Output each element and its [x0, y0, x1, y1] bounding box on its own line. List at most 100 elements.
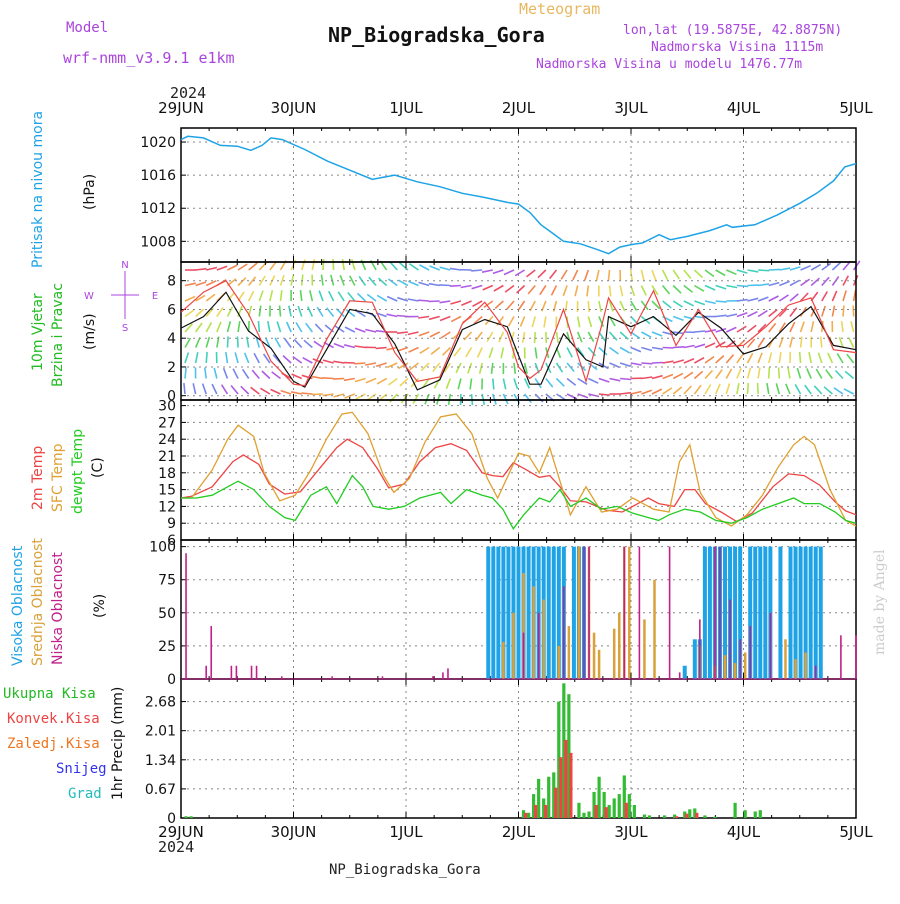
legend-frozen-precip: Zaledj.Kisa — [7, 736, 100, 752]
wind-unit-label: (m/s) — [82, 313, 98, 350]
wind-arrow — [779, 268, 790, 270]
wind-arrow — [518, 301, 524, 310]
wind-arrow — [487, 332, 493, 342]
wind-arrow — [575, 286, 578, 297]
wind-arrow — [805, 385, 811, 394]
wind-arrow — [748, 270, 759, 272]
wind-arrow — [466, 348, 472, 357]
wind-arrow — [758, 270, 769, 271]
wind-arrow — [566, 301, 568, 312]
wind-arrow — [726, 270, 736, 274]
wind-arrow — [854, 290, 856, 301]
wind-arrow — [431, 348, 440, 355]
wind-arrow — [249, 263, 258, 270]
wind-arrow — [748, 339, 755, 347]
wind-arrow — [550, 270, 557, 279]
wind-arrow — [317, 307, 323, 316]
wind-arrow — [801, 266, 811, 270]
wind-arrow — [779, 295, 788, 301]
high-cloud-bar — [758, 547, 762, 679]
wind-arrow — [641, 377, 652, 379]
dewpt-axis-label: dewpt Temp — [70, 429, 86, 514]
wind-arrow — [387, 297, 397, 302]
wind-arrow — [748, 353, 753, 363]
y-tick-label: 0.67 — [145, 782, 176, 798]
wind-arrow — [705, 270, 714, 277]
wind-arrow — [790, 267, 801, 270]
wind-arrow — [769, 296, 779, 301]
y-tick-label: 50 — [158, 606, 176, 622]
mid-cloud-bar — [744, 653, 747, 679]
wind-arrow — [684, 386, 692, 394]
wind-arrow — [409, 348, 419, 353]
y-tick-label: 75 — [158, 573, 176, 589]
conv-precip-bar — [594, 805, 597, 818]
wind-arrow — [227, 307, 232, 317]
wind-arrow — [716, 370, 722, 379]
wind-arrow — [610, 379, 621, 381]
low-cloud-axis-label: Niska Oblacnost — [50, 552, 66, 665]
model-label: Model — [66, 20, 108, 36]
wind-arrow — [705, 385, 711, 395]
wind-arrow — [599, 379, 609, 383]
wind-arrow — [301, 393, 312, 394]
wind-arrow — [419, 265, 429, 270]
wind-arrow — [843, 262, 850, 270]
wind-arrow — [814, 386, 821, 394]
wind-arrow — [801, 322, 805, 332]
wind-arrow — [489, 348, 492, 358]
high-cloud-bar — [799, 547, 803, 679]
high-cloud-bar — [809, 547, 813, 679]
wind-arrow — [238, 337, 239, 348]
wind-arrow — [456, 363, 461, 373]
wind-arrow — [758, 368, 760, 379]
wind-arrow — [270, 290, 272, 301]
wind-arrow — [430, 332, 440, 337]
wind-arrow — [816, 369, 821, 379]
wind-arrow — [410, 363, 419, 370]
y-tick-label: 2.68 — [145, 695, 176, 711]
wind-arrow — [573, 270, 578, 280]
wind-arrow — [249, 291, 254, 301]
wind-arrow — [694, 301, 704, 305]
total-precip-bar — [648, 815, 651, 818]
mid-cloud-bar — [734, 663, 737, 679]
wind-arrow — [544, 317, 546, 328]
low-cloud-bar — [623, 547, 625, 679]
wind-arrow — [843, 291, 846, 302]
wind-arrow — [769, 323, 776, 332]
wind-arrow — [504, 270, 514, 275]
wind-arrow — [663, 361, 674, 363]
wind-arrow — [822, 264, 831, 271]
wind-arrow — [476, 332, 483, 341]
total-precip-bar — [547, 777, 550, 818]
wind-arrow — [797, 368, 800, 379]
wind-arrow — [205, 368, 206, 379]
wind-arrow — [716, 356, 724, 363]
y-tick-label: 15 — [158, 483, 176, 499]
wind-arrow — [303, 358, 313, 363]
wind-arrow — [355, 379, 366, 382]
wind-arrow — [694, 270, 702, 278]
low-cloud-bar — [523, 633, 525, 679]
wind-arrow — [243, 369, 249, 378]
conv-precip-bar — [569, 753, 572, 818]
wind-arrow — [377, 295, 386, 301]
wind-arrow — [461, 286, 472, 288]
wind-arrow — [540, 286, 546, 295]
wind-arrow — [308, 307, 313, 317]
panel-frame — [181, 400, 856, 540]
pressure-unit-label: (hPa) — [82, 174, 98, 210]
wind-arrow — [226, 352, 228, 363]
station-title: NP_Biogradska_Gora — [328, 23, 545, 47]
conv-precip-bar — [559, 757, 562, 818]
wind-arrow — [494, 286, 503, 292]
wind-arrow — [214, 368, 217, 379]
wind-arrow — [344, 379, 355, 381]
high-cloud-bar — [778, 547, 782, 679]
wind-arrow — [408, 299, 419, 301]
wind-arrow — [251, 387, 260, 394]
mid-cloud-bar — [643, 619, 646, 679]
wind-arrow — [367, 294, 376, 301]
wind-arrow — [844, 389, 854, 394]
